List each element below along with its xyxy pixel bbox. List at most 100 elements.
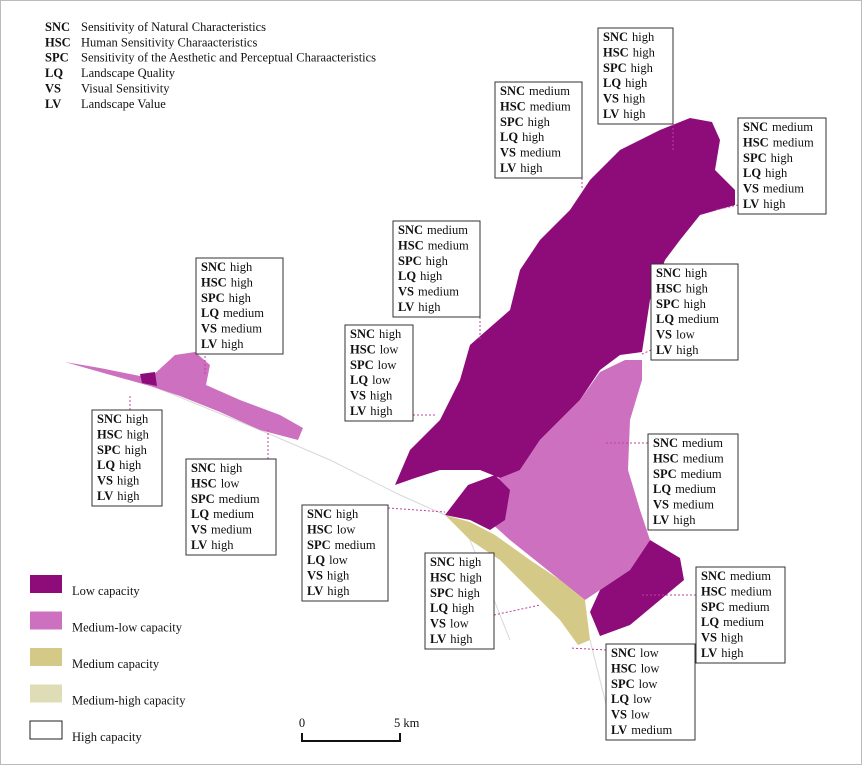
box-row: LQ low — [307, 553, 348, 567]
row-value: low — [633, 692, 652, 706]
row-key: HSC — [611, 661, 637, 675]
row-key: SNC — [743, 120, 768, 134]
legend-swatch — [30, 684, 62, 703]
box-row: VS medium — [398, 284, 459, 298]
region — [445, 515, 590, 645]
row-value: medium — [763, 181, 804, 195]
row-key: SNC — [653, 436, 678, 450]
row-key: VS — [500, 145, 516, 159]
row-key: SPC — [701, 600, 725, 614]
box-row: SNC high — [430, 555, 482, 569]
row-key: LV — [603, 107, 619, 121]
row-value: medium — [427, 223, 468, 237]
row-value: low — [450, 616, 469, 630]
row-value: medium — [530, 99, 571, 113]
box-row: SNC high — [191, 461, 243, 475]
abbreviation: SPC — [45, 51, 69, 65]
row-value: high — [458, 586, 481, 600]
box-row: LV high — [701, 646, 744, 660]
row-key: HSC — [97, 427, 123, 441]
box-row: LQ medium — [653, 482, 716, 496]
box-row: VS medium — [653, 497, 714, 511]
row-key: HSC — [500, 99, 526, 113]
row-key: LQ — [97, 458, 115, 472]
row-key: LQ — [701, 615, 719, 629]
box-row: SPC high — [603, 61, 654, 75]
row-key: LV — [743, 197, 759, 211]
row-value: high — [119, 458, 142, 472]
row-key: LV — [701, 646, 717, 660]
abbreviation: LQ — [45, 66, 63, 80]
box-row: SPC medium — [701, 600, 770, 614]
box-row: LV high — [743, 197, 786, 211]
row-value: medium — [213, 507, 254, 521]
row-value: high — [229, 291, 252, 305]
row-key: LQ — [500, 130, 518, 144]
row-value: low — [380, 342, 399, 356]
row-key: SPC — [653, 467, 677, 481]
row-value: medium — [731, 584, 772, 598]
box-row: SPC high — [743, 151, 794, 165]
row-key: VS — [701, 630, 717, 644]
row-value: medium — [730, 569, 771, 583]
row-value: high — [633, 45, 656, 59]
box-row: VS high — [701, 630, 744, 644]
row-key: VS — [201, 321, 217, 335]
box-row: LQ high — [97, 458, 142, 472]
row-value: high — [127, 427, 150, 441]
row-key: LV — [611, 723, 627, 737]
box-row: SPC high — [430, 586, 481, 600]
box-row: SPC high — [656, 297, 707, 311]
scale-bar: 0 5 km — [299, 716, 420, 742]
box-row: HSC high — [201, 275, 254, 289]
box-row: LQ low — [611, 692, 652, 706]
row-value: high — [771, 151, 794, 165]
row-value: high — [117, 473, 140, 487]
box-row: LV high — [201, 337, 244, 351]
row-key: LV — [201, 337, 217, 351]
box-row: VS high — [350, 388, 393, 402]
row-value: high — [721, 630, 744, 644]
row-key: LQ — [191, 507, 209, 521]
row-value: medium — [418, 284, 459, 298]
box-row: SNC medium — [701, 569, 771, 583]
row-value: high — [684, 297, 707, 311]
row-key: VS — [97, 473, 113, 487]
box-row: LV high — [430, 632, 473, 646]
leader-lines — [129, 124, 739, 651]
row-key: SNC — [191, 461, 216, 475]
row-key: VS — [653, 497, 669, 511]
row-value: medium — [772, 120, 813, 134]
row-key: HSC — [603, 45, 629, 59]
box-row: HSC medium — [398, 238, 469, 252]
row-value: high — [623, 91, 646, 105]
box-row: SPC high — [500, 115, 551, 129]
box-row: HSC low — [307, 522, 355, 536]
box-row: LQ low — [350, 373, 391, 387]
row-value: low — [378, 358, 397, 372]
row-value: high — [676, 343, 699, 357]
row-key: HSC — [653, 451, 679, 465]
row-value: medium — [211, 522, 252, 536]
row-key: VS — [350, 388, 366, 402]
row-value: high — [452, 601, 475, 615]
box-row: LQ medium — [201, 306, 264, 320]
abbreviation: VS — [45, 81, 61, 95]
box-frame — [695, 566, 786, 664]
row-key: HSC — [656, 281, 682, 295]
row-value: medium — [681, 467, 722, 481]
box-row: SNC high — [307, 507, 359, 521]
box-row: LV high — [500, 161, 543, 175]
box-row: VS low — [656, 327, 695, 341]
row-key: SNC — [603, 30, 628, 44]
row-key: SPC — [743, 151, 767, 165]
box-frame — [301, 504, 389, 602]
row-value: low — [337, 522, 356, 536]
box-row: LQ high — [743, 166, 788, 180]
row-value: low — [221, 476, 240, 490]
row-key: SNC — [430, 555, 455, 569]
